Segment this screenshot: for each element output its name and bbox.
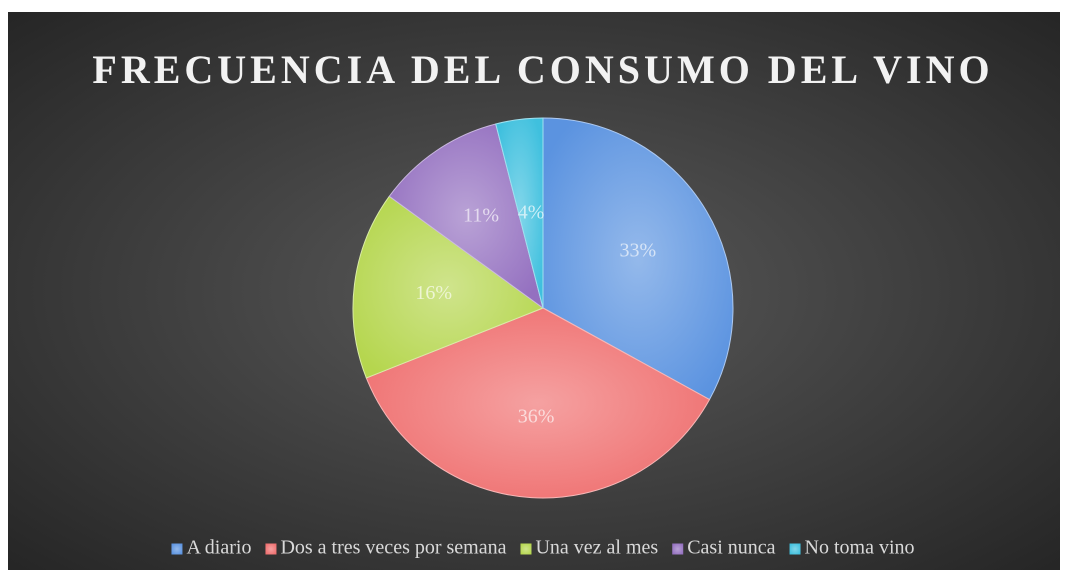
data-label: 36% [518, 406, 555, 428]
legend: A diario Dos a tres veces por semana Una v… [171, 537, 915, 559]
legend-label: A diario [186, 537, 251, 559]
pie-slice [365, 307, 711, 499]
chart-title: FRECUENCIA DEL CONSUMO DEL VINO [92, 47, 993, 92]
pie-slice [352, 195, 545, 379]
data-label: 4% [518, 201, 545, 223]
legend-label: No toma vino [805, 537, 915, 559]
legend-label: Casi nunca [687, 537, 775, 559]
legend-swatch [171, 543, 183, 555]
legend-swatch [789, 543, 801, 555]
data-label: 11% [463, 204, 499, 226]
pie-slice [542, 117, 734, 401]
legend-swatch [672, 543, 684, 555]
legend-label: Una vez al mes [535, 537, 658, 559]
legend-label: Dos a tres veces por semana [280, 537, 506, 559]
data-label: 16% [415, 282, 452, 304]
data-label: 33% [620, 239, 657, 261]
pie: 33% 36% 16% 11% 4% [352, 117, 734, 499]
pie-slice [388, 123, 544, 310]
pie-slice [495, 117, 544, 309]
legend-swatch [520, 543, 532, 555]
legend-swatch [265, 543, 277, 555]
